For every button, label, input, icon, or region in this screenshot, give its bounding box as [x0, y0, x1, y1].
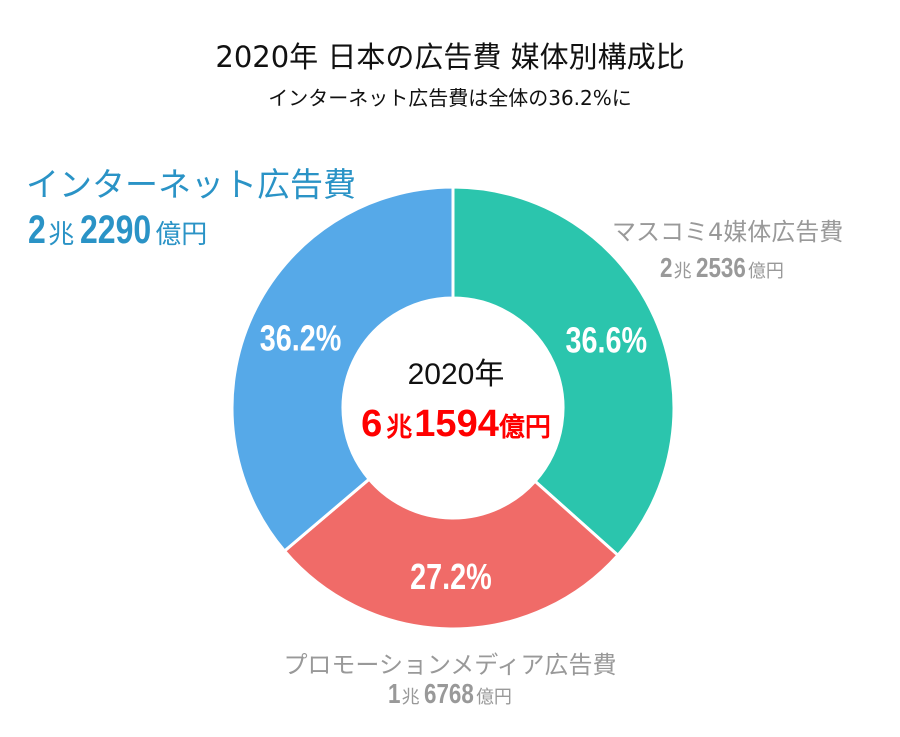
amount-internet: 2兆 2290 億円 — [28, 208, 207, 253]
data-label-promotion-media: 27.2% — [410, 556, 492, 597]
amount-internet-cho: 2 — [28, 208, 46, 252]
slice-promotion-media — [282, 477, 620, 631]
amount-promo-oku: 6768 — [423, 678, 474, 709]
center-total-cho: 6 — [361, 403, 382, 445]
data-label-internet: 36.2% — [260, 317, 342, 358]
amount-mass-oku: 2536 — [695, 252, 746, 283]
amount-mass-cho: 2 — [660, 252, 673, 283]
chart-subtitle: インターネット広告費は全体の36.2%に — [268, 86, 632, 110]
amount-internet-cho-unit: 兆 — [48, 219, 75, 249]
amount-mass-cho-unit: 兆 — [673, 261, 692, 281]
amount-internet-oku: 2290 — [80, 208, 152, 252]
slice-internet — [230, 185, 455, 554]
data-label-mass-media: 36.6% — [566, 319, 648, 360]
amount-internet-oku-unit: 億円 — [155, 219, 208, 249]
chart-title: 2020年 日本の広告費 媒体別構成比 — [215, 40, 685, 74]
center-total-cho-unit: 兆 — [386, 412, 412, 442]
slice-mass-media — [451, 185, 676, 558]
center-year: 2020年 — [408, 358, 505, 391]
amount-promotion-media: 1兆 6768 億円 — [0, 678, 900, 710]
amount-promo-oku-unit: 億円 — [475, 687, 512, 707]
center-total-oku-unit: 億円 — [499, 412, 551, 442]
amount-mass-oku-unit: 億円 — [747, 261, 784, 281]
legend-label-internet: インターネット広告費 — [26, 165, 356, 204]
amount-promo-cho-unit: 兆 — [401, 687, 420, 707]
legend-label-mass-media: マスコミ4媒体広告費 — [612, 218, 844, 246]
center-total: 6 兆1594億円 — [361, 403, 551, 445]
center-total-oku: 1594 — [414, 403, 499, 445]
amount-promo-cho: 1 — [388, 678, 401, 709]
amount-mass-media: 2兆 2536 億円 — [660, 252, 784, 284]
legend-label-promotion-media: プロモーションメディア広告費 — [283, 651, 617, 679]
